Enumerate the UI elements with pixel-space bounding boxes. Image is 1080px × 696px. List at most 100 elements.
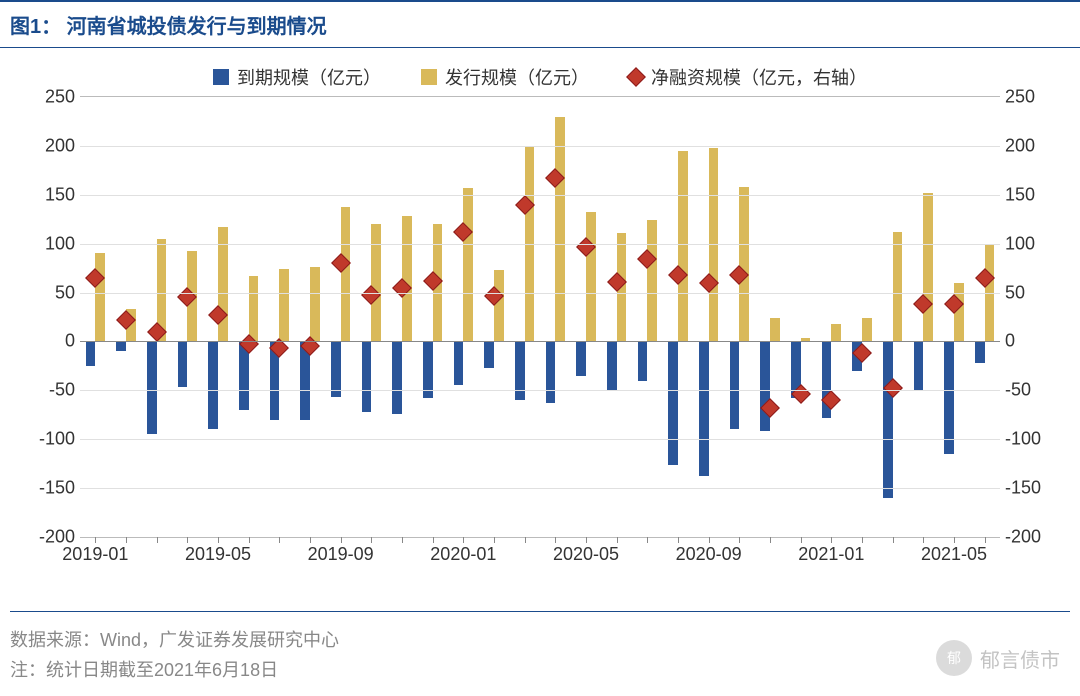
ytick-left: 150 bbox=[30, 184, 75, 205]
x-tick-mark bbox=[95, 537, 96, 543]
bar-maturity bbox=[392, 341, 402, 413]
ytick-left: -150 bbox=[30, 478, 75, 499]
bar-maturity bbox=[484, 341, 494, 367]
legend-swatch-maturity bbox=[213, 69, 229, 85]
gridline bbox=[80, 146, 1000, 147]
legend-swatch-net bbox=[626, 67, 646, 87]
ytick-right: -50 bbox=[1005, 380, 1050, 401]
bar-issuance bbox=[249, 276, 259, 342]
bar-maturity bbox=[454, 341, 464, 385]
x-tick-mark bbox=[463, 537, 464, 543]
bar-maturity bbox=[576, 341, 586, 375]
bar-issuance bbox=[862, 318, 872, 341]
ytick-left: 0 bbox=[30, 331, 75, 352]
x-tick-mark bbox=[647, 537, 648, 543]
bar-issuance bbox=[678, 151, 688, 342]
ytick-right: -200 bbox=[1005, 527, 1050, 548]
legend-item-issuance: 发行规模（亿元） bbox=[421, 64, 589, 90]
x-tick-mark bbox=[831, 537, 832, 543]
ytick-left: 200 bbox=[30, 135, 75, 156]
x-tick-mark bbox=[954, 537, 955, 543]
bar-issuance bbox=[555, 117, 565, 342]
chart-title: 图1： 河南省城投债发行与到期情况 bbox=[0, 0, 1080, 48]
bar-issuance bbox=[893, 232, 903, 342]
bar-issuance bbox=[586, 212, 596, 341]
bar-maturity bbox=[116, 341, 126, 351]
xtick-label: 2019-05 bbox=[185, 544, 251, 565]
x-tick-mark bbox=[555, 537, 556, 543]
xtick-label: 2020-05 bbox=[553, 544, 619, 565]
bar-maturity bbox=[638, 341, 648, 380]
x-tick-mark bbox=[923, 537, 924, 543]
bar-maturity bbox=[362, 341, 372, 411]
x-tick-mark bbox=[985, 537, 986, 543]
x-tick-mark bbox=[586, 537, 587, 543]
ytick-right: 200 bbox=[1005, 135, 1050, 156]
legend-label-issuance: 发行规模（亿元） bbox=[445, 64, 589, 90]
ytick-right: 50 bbox=[1005, 282, 1050, 303]
bar-issuance bbox=[923, 193, 933, 342]
bar-maturity bbox=[730, 341, 740, 429]
xtick-label: 2019-01 bbox=[62, 544, 128, 565]
x-tick-mark bbox=[279, 537, 280, 543]
x-tick-mark bbox=[862, 537, 863, 543]
legend-item-maturity: 到期规模（亿元） bbox=[213, 64, 381, 90]
bars-container bbox=[80, 97, 1000, 537]
legend: 到期规模（亿元） 发行规模（亿元） 净融资规模（亿元，右轴） bbox=[30, 58, 1050, 96]
bar-issuance bbox=[770, 318, 780, 341]
xtick-label: 2020-01 bbox=[430, 544, 496, 565]
ytick-left: -50 bbox=[30, 380, 75, 401]
ytick-left: 250 bbox=[30, 87, 75, 108]
gridline bbox=[80, 244, 1000, 245]
bar-maturity bbox=[975, 341, 985, 363]
bar-issuance bbox=[341, 207, 351, 341]
bar-issuance bbox=[647, 220, 657, 341]
xtick-label: 2020-09 bbox=[676, 544, 742, 565]
watermark-icon: 郁 bbox=[936, 640, 972, 676]
xtick-label: 2021-01 bbox=[798, 544, 864, 565]
bar-maturity bbox=[86, 341, 96, 365]
bar-maturity bbox=[883, 341, 893, 497]
ytick-right: 250 bbox=[1005, 87, 1050, 108]
bar-issuance bbox=[463, 188, 473, 342]
gridline bbox=[80, 195, 1000, 196]
bar-maturity bbox=[208, 341, 218, 429]
bar-issuance bbox=[95, 253, 105, 341]
bar-issuance bbox=[371, 224, 381, 341]
ytick-right: 0 bbox=[1005, 331, 1050, 352]
bar-maturity bbox=[331, 341, 341, 397]
chart-footer: 数据来源：Wind，广发证券发展研究中心 注：统计日期截至2021年6月18日 bbox=[10, 611, 1070, 686]
bar-maturity bbox=[760, 341, 770, 431]
source-text: 数据来源：Wind，广发证券发展研究中心 bbox=[10, 626, 1070, 652]
x-tick-mark bbox=[709, 537, 710, 543]
ytick-right: -100 bbox=[1005, 429, 1050, 450]
chart-area: 到期规模（亿元） 发行规模（亿元） 净融资规模（亿元，右轴） -200-200-… bbox=[30, 58, 1050, 588]
bar-issuance bbox=[310, 267, 320, 341]
x-tick-mark bbox=[126, 537, 127, 543]
x-tick-mark bbox=[617, 537, 618, 543]
zero-line bbox=[80, 341, 1000, 342]
watermark: 郁 郁言债市 bbox=[936, 640, 1060, 676]
ytick-left: 100 bbox=[30, 233, 75, 254]
plot-area: -200-200-150-150-100-100-50-500050501001… bbox=[80, 96, 1000, 538]
x-tick-mark bbox=[341, 537, 342, 543]
bar-issuance bbox=[739, 187, 749, 341]
bar-maturity bbox=[914, 341, 924, 390]
x-tick-mark bbox=[739, 537, 740, 543]
bar-maturity bbox=[668, 341, 678, 464]
gridline bbox=[80, 488, 1000, 489]
bar-maturity bbox=[546, 341, 556, 403]
x-tick-mark bbox=[525, 537, 526, 543]
x-tick-mark bbox=[157, 537, 158, 543]
ytick-left: 50 bbox=[30, 282, 75, 303]
gridline bbox=[80, 293, 1000, 294]
x-tick-mark bbox=[249, 537, 250, 543]
legend-label-net: 净融资规模（亿元，右轴） bbox=[651, 64, 867, 90]
x-tick-mark bbox=[494, 537, 495, 543]
x-tick-mark bbox=[310, 537, 311, 543]
xtick-label: 2019-09 bbox=[308, 544, 374, 565]
ytick-right: 100 bbox=[1005, 233, 1050, 254]
gridline bbox=[80, 439, 1000, 440]
legend-label-maturity: 到期规模（亿元） bbox=[237, 64, 381, 90]
gridline bbox=[80, 390, 1000, 391]
